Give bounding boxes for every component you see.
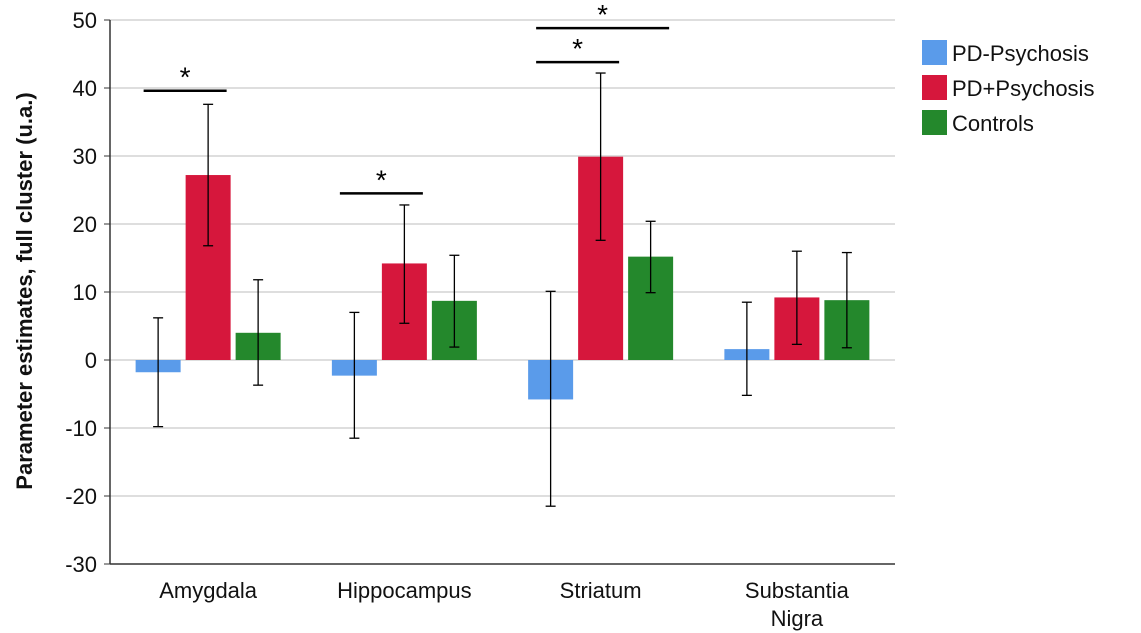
legend-label: PD-Psychosis: [952, 41, 1089, 66]
x-tick-label: Striatum: [560, 578, 642, 603]
y-tick-label: 40: [73, 76, 97, 101]
x-tick-label: Amygdala: [159, 578, 258, 603]
significance-star: *: [572, 33, 583, 64]
legend-swatch: [922, 75, 947, 100]
legend-label: Controls: [952, 111, 1034, 136]
y-tick-label: 20: [73, 212, 97, 237]
y-tick-label: -10: [65, 416, 97, 441]
significance-annotations: * * * *: [143, 0, 670, 195]
y-tick-label: -30: [65, 552, 97, 577]
y-tick-label: 0: [85, 348, 97, 373]
y-axis-title: Parameter estimates, full cluster (u.a.): [12, 92, 37, 489]
axes: -30 -20 -10 0 10 20 30 40 50 Amygdala Hippocampus S…: [65, 8, 895, 631]
significance-star: *: [180, 62, 191, 93]
significance-star: *: [376, 164, 387, 195]
x-tick-label: Hippocampus: [337, 578, 472, 603]
legend-swatch: [922, 110, 947, 135]
y-tick-label: 30: [73, 144, 97, 169]
legend: PD-Psychosis PD+Psychosis Controls: [922, 40, 1094, 136]
y-tick-label: 50: [73, 8, 97, 33]
significance-star: *: [597, 0, 608, 30]
bars: [135, 156, 870, 400]
legend-label: PD+Psychosis: [952, 76, 1094, 101]
y-tick-label: 10: [73, 280, 97, 305]
error-bars: [153, 72, 852, 507]
x-tick-label: Nigra: [771, 606, 824, 631]
x-tick-label: Substantia: [745, 578, 850, 603]
legend-swatch: [922, 40, 947, 65]
y-tick-label: -20: [65, 484, 97, 509]
